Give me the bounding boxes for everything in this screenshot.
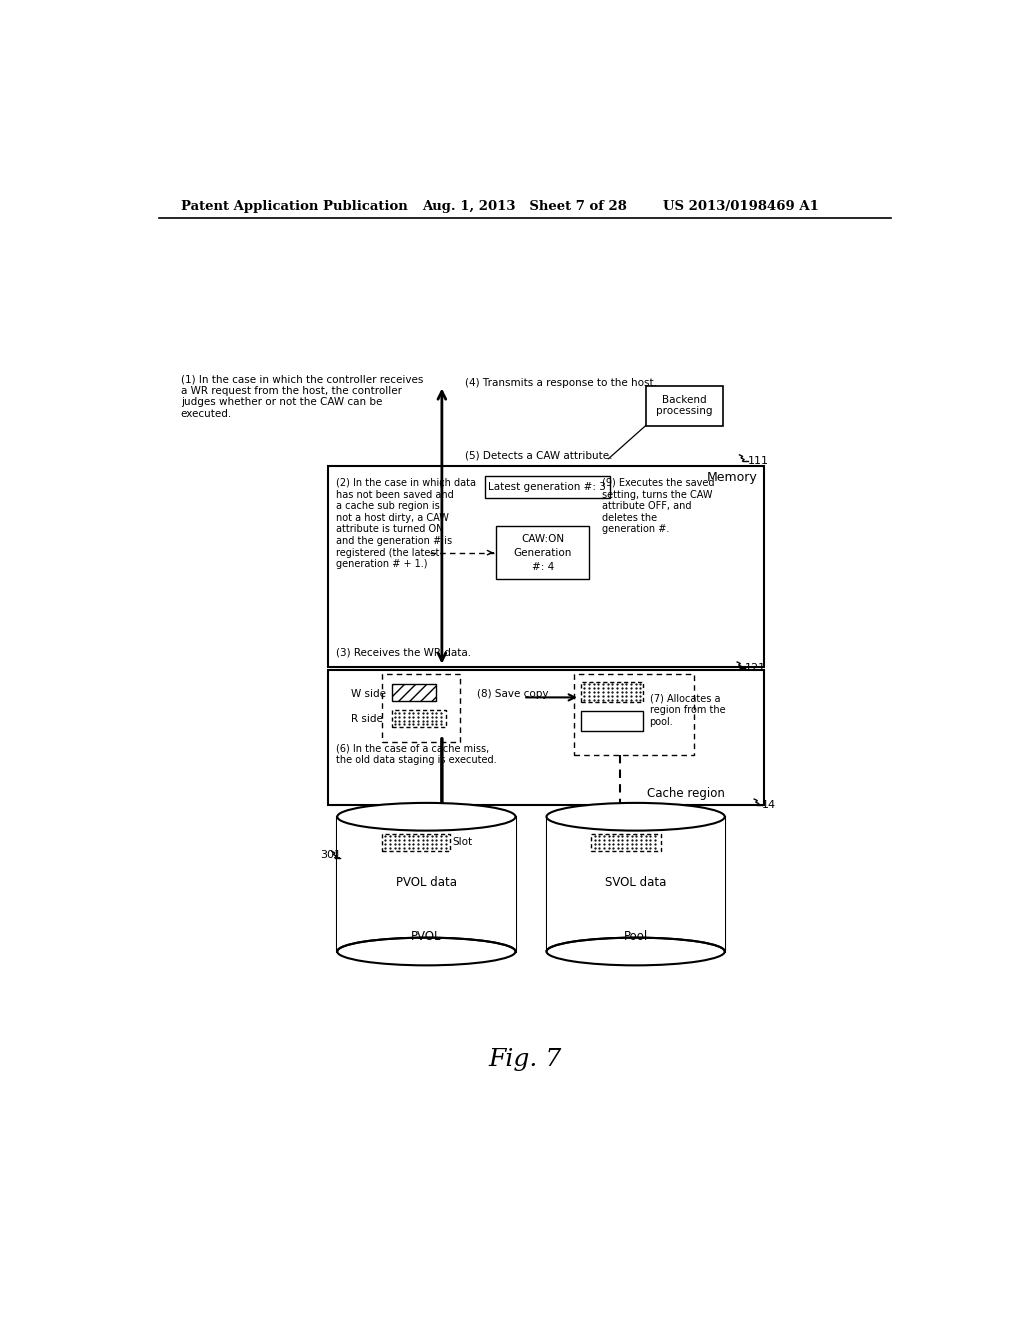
Text: Fig. 7: Fig. 7 [488, 1048, 561, 1071]
Text: 301: 301 [321, 850, 341, 861]
Bar [382, 834, 451, 850]
Bar [582, 711, 643, 731]
Text: (3) Receives the WR data.: (3) Receives the WR data. [336, 647, 471, 657]
Text: Pool: Pool [624, 929, 648, 942]
Text: PVOL data: PVOL data [396, 875, 457, 888]
Text: 121: 121 [744, 663, 766, 673]
Text: 14: 14 [762, 800, 776, 810]
Text: (9) Executes the saved
setting, turns the CAW
attribute OFF, and
deletes the
gen: (9) Executes the saved setting, turns th… [602, 478, 715, 535]
Text: Memory: Memory [707, 471, 758, 483]
Text: Slot: Slot [452, 837, 472, 847]
Text: (4) Transmits a response to the host.: (4) Transmits a response to the host. [465, 378, 657, 388]
Text: (7) Allocates a
region from the
pool.: (7) Allocates a region from the pool. [649, 693, 725, 727]
Text: Cache region: Cache region [647, 787, 725, 800]
Text: 111: 111 [748, 455, 769, 466]
Text: Backend
processing: Backend processing [656, 395, 713, 416]
Ellipse shape [547, 937, 725, 965]
Bar [328, 466, 764, 667]
Ellipse shape [547, 803, 725, 830]
Bar [328, 671, 764, 805]
Ellipse shape [337, 803, 515, 830]
Bar [391, 710, 445, 727]
Bar [382, 675, 460, 742]
Text: R side: R side [351, 714, 383, 723]
Text: (6) In the case of a cache miss,
the old data staging is executed.: (6) In the case of a cache miss, the old… [336, 743, 497, 766]
Text: W side: W side [351, 689, 386, 698]
Text: PVOL: PVOL [411, 929, 441, 942]
Text: CAW:ON
Generation
#: 4: CAW:ON Generation #: 4 [513, 533, 571, 572]
Bar [547, 817, 725, 952]
Bar [337, 817, 515, 952]
Bar [646, 385, 723, 425]
Text: SVOL data: SVOL data [605, 875, 667, 888]
Text: (1) In the case in which the controller receives
a WR request from the host, the: (1) In the case in which the controller … [180, 374, 423, 418]
Text: Patent Application Publication: Patent Application Publication [180, 199, 408, 213]
Text: US 2013/0198469 A1: US 2013/0198469 A1 [663, 199, 818, 213]
Bar [484, 477, 610, 498]
Ellipse shape [337, 937, 515, 965]
Bar [496, 527, 589, 579]
Bar [582, 682, 643, 702]
Text: (8) Save copy: (8) Save copy [477, 689, 548, 698]
Bar [391, 684, 436, 701]
Bar [573, 675, 693, 755]
Text: (5) Detects a CAW attribute.: (5) Detects a CAW attribute. [465, 451, 612, 461]
Text: Aug. 1, 2013   Sheet 7 of 28: Aug. 1, 2013 Sheet 7 of 28 [423, 199, 628, 213]
Text: (2) In the case in which data
has not been saved and
a cache sub region is
not a: (2) In the case in which data has not be… [336, 478, 476, 569]
Bar [592, 834, 662, 850]
Text: Latest generation #: 3: Latest generation #: 3 [488, 482, 606, 492]
